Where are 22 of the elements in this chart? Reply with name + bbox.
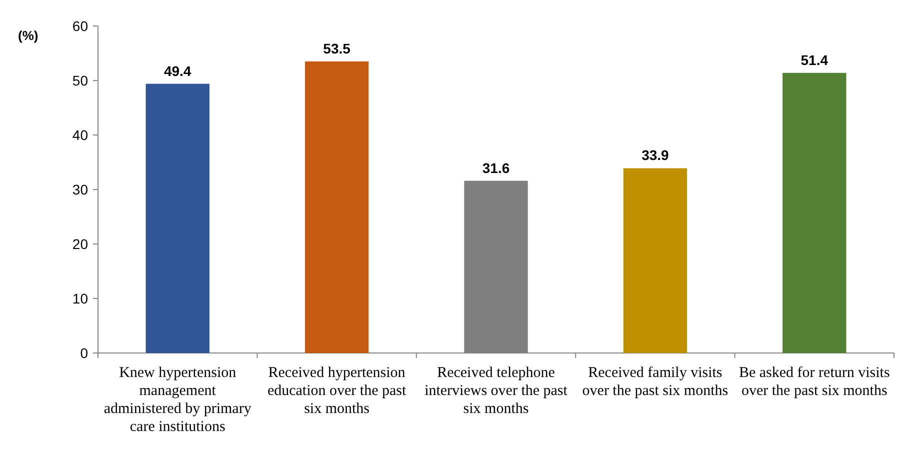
y-axis-title: (%) <box>18 28 38 43</box>
data-label: 49.4 <box>164 62 192 79</box>
x-tick-label: Knew hypertension management administered by primary care institutions <box>104 365 252 435</box>
bar <box>623 168 688 353</box>
bar <box>782 72 846 353</box>
x-tick-label: Received family visits over the past six months <box>582 365 728 399</box>
data-label: 51.4 <box>800 52 828 68</box>
y-tick-label: 40 <box>72 126 88 143</box>
y-tick-label: 20 <box>72 236 88 252</box>
y-tick-label: 50 <box>72 72 88 88</box>
bar <box>304 61 369 353</box>
y-tick-label: 30 <box>72 181 88 198</box>
x-tick-label: Received telephone interviews over the past six months <box>424 365 568 417</box>
x-tick-label: Be asked for return visits over the past six months <box>738 365 890 399</box>
y-tick-label: 10 <box>72 290 88 306</box>
data-label: 53.5 <box>323 40 351 56</box>
data-label: 33.9 <box>642 147 670 164</box>
data-label: 31.6 <box>482 160 510 176</box>
y-tick-label: 60 <box>72 18 88 34</box>
bar <box>146 84 210 353</box>
y-tick-label: 0 <box>80 344 88 361</box>
x-tick-label: Received hypertension education over the past six months <box>267 365 407 417</box>
